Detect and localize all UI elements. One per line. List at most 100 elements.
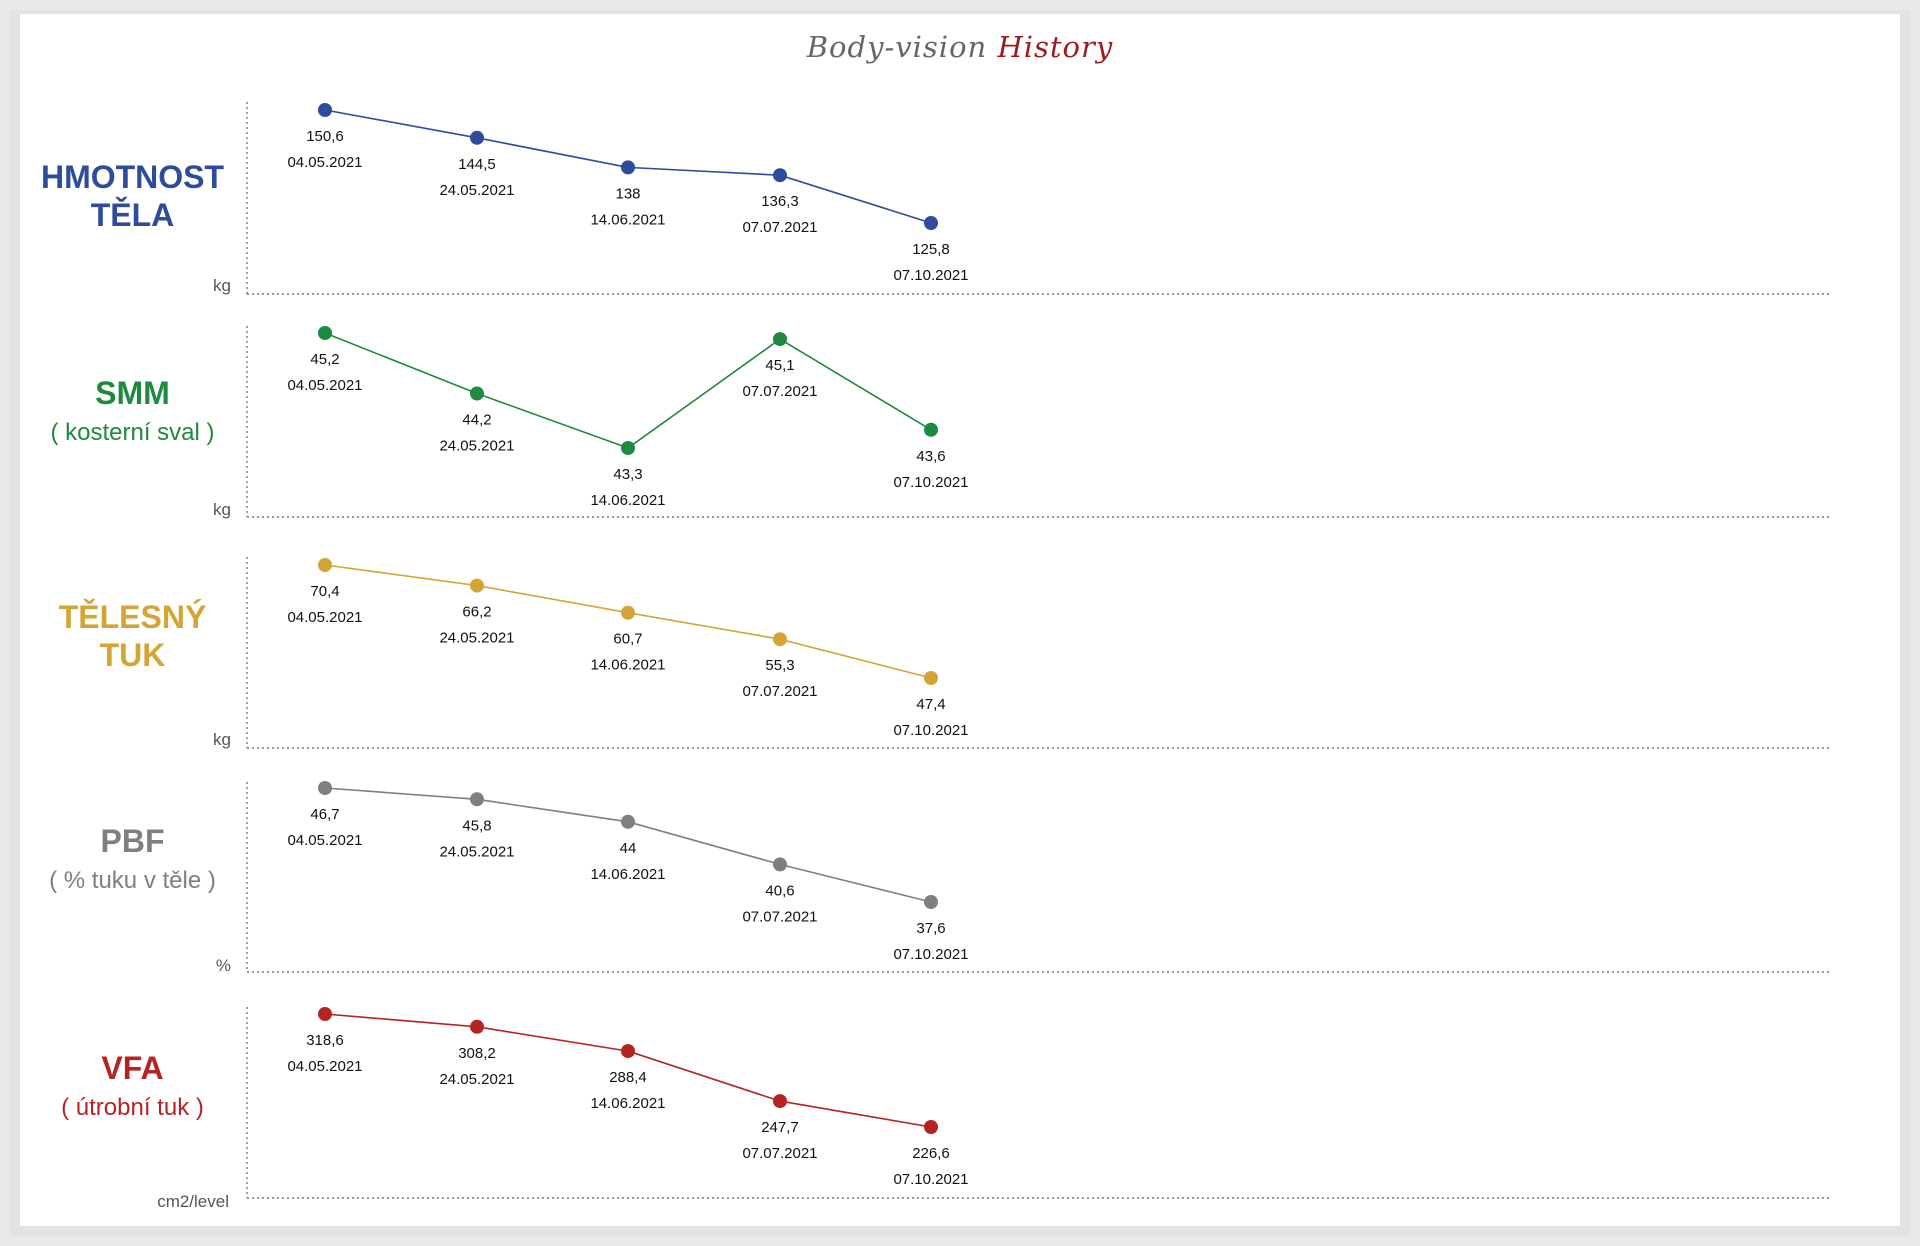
- chart-panel-1: 45,2 04.05.2021 44,2 24.05.2021 43,3 14.06.20…: [246, 326, 1830, 518]
- panel-sublabel: ( kosterní sval ): [50, 419, 215, 446]
- series-line: [324, 332, 932, 449]
- panel-name: PBF: [100, 823, 165, 859]
- panel-label-body-fat: TĚLESNÝ TUK: [20, 598, 245, 674]
- data-label-date: 04.05.2021: [287, 154, 362, 171]
- unit-label: kg: [213, 730, 231, 749]
- data-label-value: 125,8: [912, 241, 950, 258]
- data-point: [924, 1120, 938, 1134]
- data-label-value: 43,3: [613, 466, 642, 483]
- data-label-value: 37,6: [916, 920, 945, 937]
- data-point: [773, 632, 787, 647]
- data-point: [470, 130, 484, 145]
- data-point: [621, 605, 635, 620]
- data-label-date: 07.07.2021: [742, 383, 817, 400]
- data-point: [621, 1044, 635, 1059]
- data-label-value: 138: [615, 185, 640, 202]
- data-point: [621, 441, 635, 455]
- data-label-date: 07.10.2021: [893, 474, 968, 491]
- unit-label: %: [215, 956, 231, 975]
- panel-sublabel: ( % tuku v těle ): [49, 867, 216, 894]
- panel-name: SMM: [95, 375, 170, 411]
- data-label-date: 24.05.2021: [439, 1071, 514, 1088]
- data-label-value: 44: [620, 840, 637, 857]
- data-label-date: 07.10.2021: [893, 946, 968, 963]
- data-point: [924, 671, 938, 685]
- data-label-value: 66,2: [462, 604, 491, 621]
- data-label-value: 55,3: [765, 657, 794, 674]
- data-point: [318, 781, 332, 795]
- data-label-value: 308,2: [458, 1045, 496, 1062]
- data-label-value: 47,4: [916, 696, 945, 713]
- data-point: [621, 814, 635, 829]
- chart-panel-3: 46,7 04.05.2021 45,8 24.05.2021 44 14.06.2021…: [246, 781, 1830, 973]
- data-label-date: 07.07.2021: [742, 219, 817, 236]
- panel-name: HMOTNOST TĚLA: [40, 159, 225, 233]
- data-point: [470, 386, 484, 401]
- data-label-value: 40,6: [765, 882, 794, 899]
- data-label-date: 24.05.2021: [439, 438, 514, 455]
- data-label-date: 14.06.2021: [590, 866, 665, 883]
- data-label-date: 04.05.2021: [287, 1058, 362, 1075]
- data-point: [318, 103, 332, 117]
- title-part-1: Body-vision: [806, 30, 988, 64]
- data-label-value: 43,6: [916, 448, 945, 465]
- panel-label-smm: SMM ( kosterní sval ): [20, 374, 245, 450]
- data-label-date: 04.05.2021: [287, 609, 362, 626]
- chart-panel-4: 318,6 04.05.2021 308,2 24.05.2021 288,4 14.06…: [246, 1007, 1830, 1199]
- chart-card: [20, 14, 1900, 1226]
- data-label-date: 24.05.2021: [439, 182, 514, 199]
- data-point: [773, 857, 787, 872]
- page-title: Body-vision History: [0, 30, 1920, 64]
- data-label-value: 150,6: [306, 128, 344, 145]
- panel-sublabel: ( útrobní tuk ): [61, 1094, 204, 1121]
- unit-label: kg: [213, 500, 231, 519]
- data-point: [924, 216, 938, 230]
- data-label-value: 247,7: [761, 1119, 799, 1136]
- data-label-value: 44,2: [462, 412, 491, 429]
- data-point: [470, 578, 484, 593]
- data-point: [470, 1019, 484, 1034]
- data-label-value: 45,1: [765, 357, 794, 374]
- data-label-date: 07.10.2021: [893, 267, 968, 284]
- data-label-value: 46,7: [310, 806, 339, 823]
- data-label-value: 136,3: [761, 193, 799, 210]
- data-point: [621, 160, 635, 175]
- panel-name: TĚLESNÝ TUK: [58, 599, 207, 673]
- data-label-date: 07.07.2021: [742, 908, 817, 925]
- data-label-value: 45,2: [310, 351, 339, 368]
- data-label-value: 288,4: [609, 1069, 647, 1086]
- title-part-2: History: [997, 30, 1114, 64]
- data-point: [924, 895, 938, 909]
- data-label-date: 14.06.2021: [590, 657, 665, 674]
- panel-label-pbf: PBF ( % tuku v těle ): [20, 822, 245, 898]
- data-label-date: 24.05.2021: [439, 843, 514, 860]
- panel-label-vfa: VFA ( útrobní tuk ): [20, 1049, 245, 1125]
- data-label-value: 45,8: [462, 817, 491, 834]
- data-label-value: 70,4: [310, 583, 339, 600]
- data-label-date: 14.06.2021: [590, 1095, 665, 1112]
- chart-panel-2: 70,4 04.05.2021 66,2 24.05.2021 60,7 14.06.20…: [246, 557, 1830, 749]
- data-point: [318, 1007, 332, 1021]
- data-label-value: 60,7: [613, 631, 642, 648]
- panel-name: VFA: [101, 1050, 164, 1086]
- data-point: [773, 332, 787, 347]
- data-label-value: 144,5: [458, 156, 496, 173]
- unit-label: kg: [213, 276, 231, 295]
- data-label-date: 07.07.2021: [742, 683, 817, 700]
- data-label-date: 04.05.2021: [287, 377, 362, 394]
- data-point: [924, 422, 938, 437]
- data-point: [773, 168, 787, 183]
- data-point: [470, 792, 484, 807]
- data-label-date: 14.06.2021: [590, 492, 665, 509]
- data-label-date: 07.10.2021: [893, 1171, 968, 1188]
- chart-panel-0: 150,6 04.05.2021 144,5 24.05.2021 138 14.06.2…: [246, 102, 1830, 295]
- unit-label: cm2/level: [157, 1192, 229, 1211]
- data-label-date: 04.05.2021: [287, 832, 362, 849]
- data-point: [318, 558, 332, 572]
- data-label-value: 318,6: [306, 1032, 344, 1049]
- data-label-date: 24.05.2021: [439, 630, 514, 647]
- data-label-date: 07.10.2021: [893, 722, 968, 739]
- data-label-date: 14.06.2021: [590, 211, 665, 228]
- data-point: [773, 1094, 787, 1109]
- data-label-value: 226,6: [912, 1145, 950, 1162]
